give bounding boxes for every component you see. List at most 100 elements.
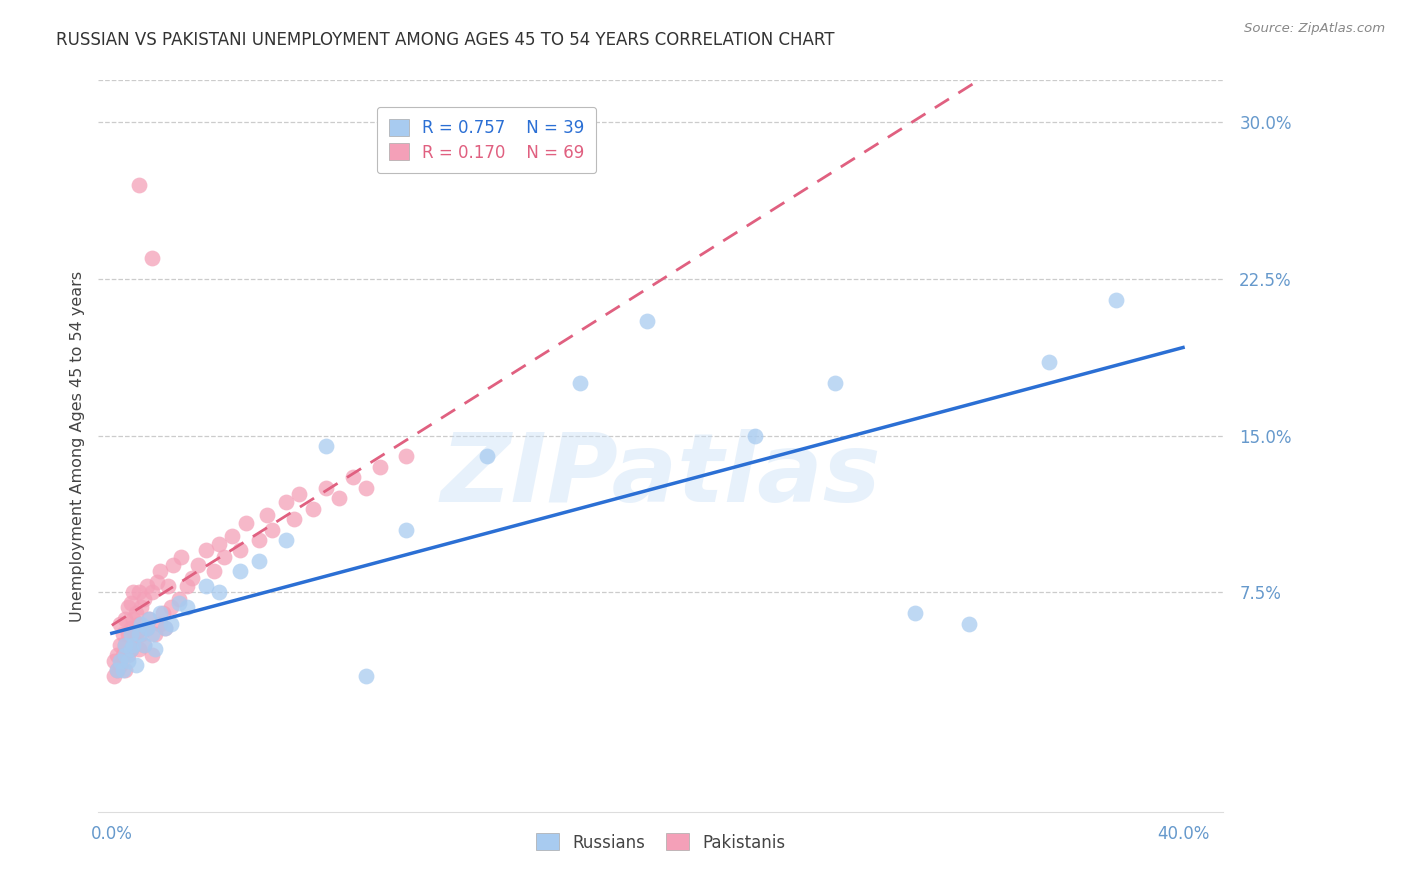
Point — [475, 450, 498, 464]
Point — [120, 621, 142, 635]
Point — [229, 565, 252, 579]
Point — [262, 523, 284, 537]
Point — [274, 495, 297, 509]
Point — [120, 641, 142, 656]
Point — [1038, 355, 1060, 369]
Point — [159, 599, 181, 614]
Point — [157, 579, 180, 593]
Point — [108, 658, 131, 673]
Point — [132, 638, 155, 652]
Point — [108, 638, 131, 652]
Point — [636, 313, 658, 327]
Point — [108, 616, 131, 631]
Point — [114, 663, 136, 677]
Y-axis label: Unemployment Among Ages 45 to 54 years: Unemployment Among Ages 45 to 54 years — [69, 270, 84, 622]
Point — [146, 574, 169, 589]
Point — [162, 558, 184, 573]
Point — [1105, 293, 1128, 307]
Point — [138, 612, 160, 626]
Point — [108, 654, 131, 668]
Point — [194, 579, 217, 593]
Point — [128, 585, 150, 599]
Point — [111, 627, 134, 641]
Point — [120, 641, 142, 656]
Point — [342, 470, 364, 484]
Point — [283, 512, 305, 526]
Point — [167, 591, 190, 606]
Point — [247, 554, 270, 568]
Point — [315, 439, 337, 453]
Point — [202, 565, 225, 579]
Point — [138, 612, 160, 626]
Point — [114, 638, 136, 652]
Point — [186, 558, 208, 573]
Point — [135, 579, 157, 593]
Point — [141, 627, 163, 641]
Point — [117, 654, 139, 668]
Point — [824, 376, 846, 391]
Point — [214, 549, 236, 564]
Point — [274, 533, 297, 547]
Point — [111, 648, 134, 662]
Point — [152, 606, 174, 620]
Point — [105, 663, 128, 677]
Point — [125, 627, 148, 641]
Point — [395, 450, 418, 464]
Point — [141, 648, 163, 662]
Point — [744, 428, 766, 442]
Point — [117, 627, 139, 641]
Text: RUSSIAN VS PAKISTANI UNEMPLOYMENT AMONG AGES 45 TO 54 YEARS CORRELATION CHART: RUSSIAN VS PAKISTANI UNEMPLOYMENT AMONG … — [56, 31, 835, 49]
Point — [141, 251, 163, 265]
Point — [301, 501, 323, 516]
Point — [103, 654, 125, 668]
Point — [129, 616, 152, 631]
Legend: Russians, Pakistanis: Russians, Pakistanis — [530, 827, 792, 858]
Point — [235, 516, 257, 531]
Point — [122, 638, 145, 652]
Point — [120, 627, 142, 641]
Point — [128, 627, 150, 641]
Point — [170, 549, 193, 564]
Point — [256, 508, 278, 522]
Point — [221, 529, 243, 543]
Point — [176, 599, 198, 614]
Point — [208, 537, 231, 551]
Point — [143, 627, 166, 641]
Point — [114, 612, 136, 626]
Point — [149, 565, 172, 579]
Point — [328, 491, 350, 506]
Point — [125, 606, 148, 620]
Point — [957, 616, 980, 631]
Point — [149, 616, 172, 631]
Point — [208, 585, 231, 599]
Point — [122, 633, 145, 648]
Point — [141, 585, 163, 599]
Point — [128, 616, 150, 631]
Point — [128, 178, 150, 192]
Point — [904, 606, 927, 620]
Point — [129, 627, 152, 641]
Point — [117, 599, 139, 614]
Point — [159, 616, 181, 631]
Point — [128, 641, 150, 656]
Point — [122, 612, 145, 626]
Point — [125, 658, 148, 673]
Point — [181, 571, 204, 585]
Point — [149, 606, 172, 620]
Point — [354, 669, 377, 683]
Point — [105, 648, 128, 662]
Point — [114, 638, 136, 652]
Point — [105, 663, 128, 677]
Point — [135, 621, 157, 635]
Point — [103, 669, 125, 683]
Point — [288, 487, 311, 501]
Point — [132, 638, 155, 652]
Point — [117, 648, 139, 662]
Point — [155, 621, 177, 635]
Point — [135, 621, 157, 635]
Point — [143, 641, 166, 656]
Point — [132, 591, 155, 606]
Point — [129, 599, 152, 614]
Point — [194, 543, 217, 558]
Text: ZIPatlas: ZIPatlas — [440, 429, 882, 522]
